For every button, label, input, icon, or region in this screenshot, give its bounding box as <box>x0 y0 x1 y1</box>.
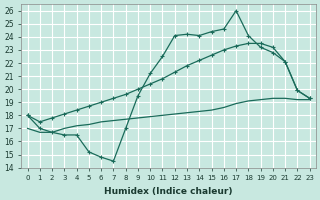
X-axis label: Humidex (Indice chaleur): Humidex (Indice chaleur) <box>104 187 233 196</box>
